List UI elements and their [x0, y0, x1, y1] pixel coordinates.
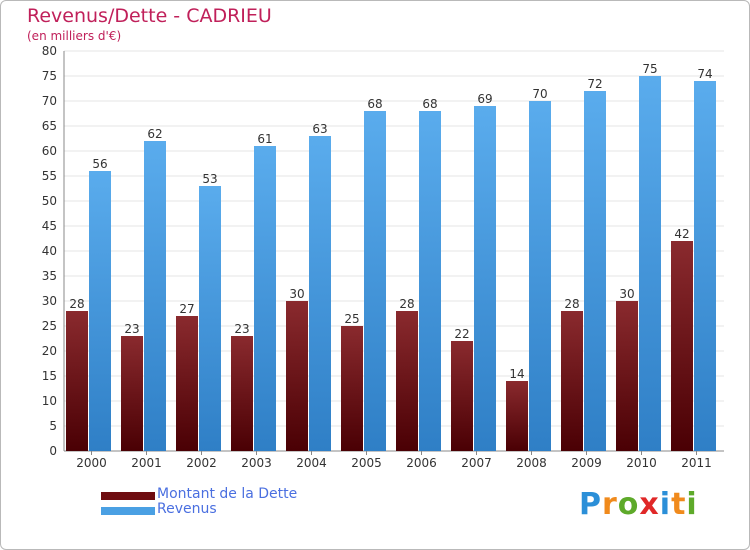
- bar-dette-2011: [671, 241, 693, 451]
- y-tick-label-40: 40: [42, 244, 57, 258]
- bar-dette-2003: [231, 336, 253, 451]
- x-tick-label-2001: 2001: [131, 456, 162, 470]
- data-label-revenus-2008: 70: [532, 87, 547, 101]
- data-label-dette-2008: 14: [509, 367, 524, 381]
- y-tick-label-0: 0: [49, 444, 57, 458]
- data-label-revenus-2001: 62: [147, 127, 162, 141]
- bar-dette-2005: [341, 326, 363, 451]
- bar-dette-2009: [561, 311, 583, 451]
- logo-letter: t: [671, 487, 687, 522]
- bar-revenus-2007: [474, 106, 496, 451]
- y-tick-label-55: 55: [42, 169, 57, 183]
- x-tick-label-2010: 2010: [626, 456, 657, 470]
- bar-dette-2008: [506, 381, 528, 451]
- logo-letter: x: [639, 487, 660, 522]
- data-label-dette-2003: 23: [234, 322, 249, 336]
- x-tick-label-2000: 2000: [76, 456, 107, 470]
- x-tick-label-2009: 2009: [571, 456, 602, 470]
- y-tick-label-15: 15: [42, 369, 57, 383]
- data-label-dette-2001: 23: [124, 322, 139, 336]
- data-label-revenus-2010: 75: [642, 62, 657, 76]
- legend-label-revenus: Revenus: [157, 501, 217, 517]
- data-label-revenus-2004: 63: [312, 122, 327, 136]
- chart-subtitle: (en milliers d'€): [27, 29, 122, 43]
- bar-dette-2000: [66, 311, 88, 451]
- bar-dette-2006: [396, 311, 418, 451]
- y-tick-label-25: 25: [42, 319, 57, 333]
- data-label-dette-2010: 30: [619, 287, 634, 301]
- bar-revenus-2002: [199, 186, 221, 451]
- bar-dette-2001: [121, 336, 143, 451]
- legend-label-dette: Montant de la Dette: [157, 486, 298, 502]
- x-tick-label-2008: 2008: [516, 456, 547, 470]
- data-label-dette-2007: 22: [454, 327, 469, 341]
- bar-dette-2010: [616, 301, 638, 451]
- y-tick-label-60: 60: [42, 144, 57, 158]
- data-label-revenus-2009: 72: [587, 77, 602, 91]
- bar-revenus-2010: [639, 76, 661, 451]
- data-label-dette-2004: 30: [289, 287, 304, 301]
- data-label-revenus-2002: 53: [202, 172, 217, 186]
- data-label-dette-2006: 28: [399, 297, 414, 311]
- y-tick-label-45: 45: [42, 219, 57, 233]
- x-tick-label-2003: 2003: [241, 456, 272, 470]
- x-tick-label-2006: 2006: [406, 456, 437, 470]
- y-tick-label-65: 65: [42, 119, 57, 133]
- y-tick-label-70: 70: [42, 94, 57, 108]
- y-tick-label-50: 50: [42, 194, 57, 208]
- bar-revenus-2011: [694, 81, 716, 451]
- legend-swatch-revenus: [101, 507, 155, 515]
- y-tick-label-5: 5: [49, 419, 57, 433]
- bar-dette-2002: [176, 316, 198, 451]
- bar-revenus-2005: [364, 111, 386, 451]
- logo-letter: i: [659, 487, 672, 522]
- chart-title: Revenus/Dette - CADRIEU: [27, 5, 272, 27]
- x-tick-label-2011: 2011: [681, 456, 712, 470]
- y-tick-label-75: 75: [42, 69, 57, 83]
- y-tick-label-80: 80: [42, 44, 57, 58]
- data-label-dette-2002: 27: [179, 302, 194, 316]
- bar-revenus-2009: [584, 91, 606, 451]
- x-tick-label-2004: 2004: [296, 456, 327, 470]
- logo-letter: i: [686, 487, 698, 522]
- bar-revenus-2000: [89, 171, 111, 451]
- y-tick-label-10: 10: [42, 394, 57, 408]
- y-tick-label-20: 20: [42, 344, 57, 358]
- logo-letter: r: [602, 487, 618, 522]
- data-label-revenus-2000: 56: [92, 157, 107, 171]
- bar-dette-2007: [451, 341, 473, 451]
- x-tick-label-2005: 2005: [351, 456, 382, 470]
- bar-revenus-2004: [309, 136, 331, 451]
- bar-revenus-2001: [144, 141, 166, 451]
- y-tick-label-35: 35: [42, 269, 57, 283]
- data-label-revenus-2011: 74: [697, 67, 712, 81]
- bar-revenus-2003: [254, 146, 276, 451]
- x-tick-label-2007: 2007: [461, 456, 492, 470]
- bar-dette-2004: [286, 301, 308, 451]
- data-label-dette-2009: 28: [564, 297, 579, 311]
- data-label-revenus-2003: 61: [257, 132, 272, 146]
- bar-revenus-2008: [529, 101, 551, 451]
- y-tick-label-30: 30: [42, 294, 57, 308]
- data-label-dette-2005: 25: [344, 312, 359, 326]
- data-label-dette-2000: 28: [69, 297, 84, 311]
- data-label-revenus-2005: 68: [367, 97, 382, 111]
- logo-letter: P: [579, 487, 602, 522]
- proxiti-logo: Proxiti: [579, 487, 698, 522]
- legend-swatch-dette: [101, 492, 155, 500]
- logo-letter: o: [617, 487, 640, 522]
- data-label-revenus-2006: 68: [422, 97, 437, 111]
- bar-revenus-2006: [419, 111, 441, 451]
- x-tick-label-2002: 2002: [186, 456, 217, 470]
- data-label-dette-2011: 42: [674, 227, 689, 241]
- data-label-revenus-2007: 69: [477, 92, 492, 106]
